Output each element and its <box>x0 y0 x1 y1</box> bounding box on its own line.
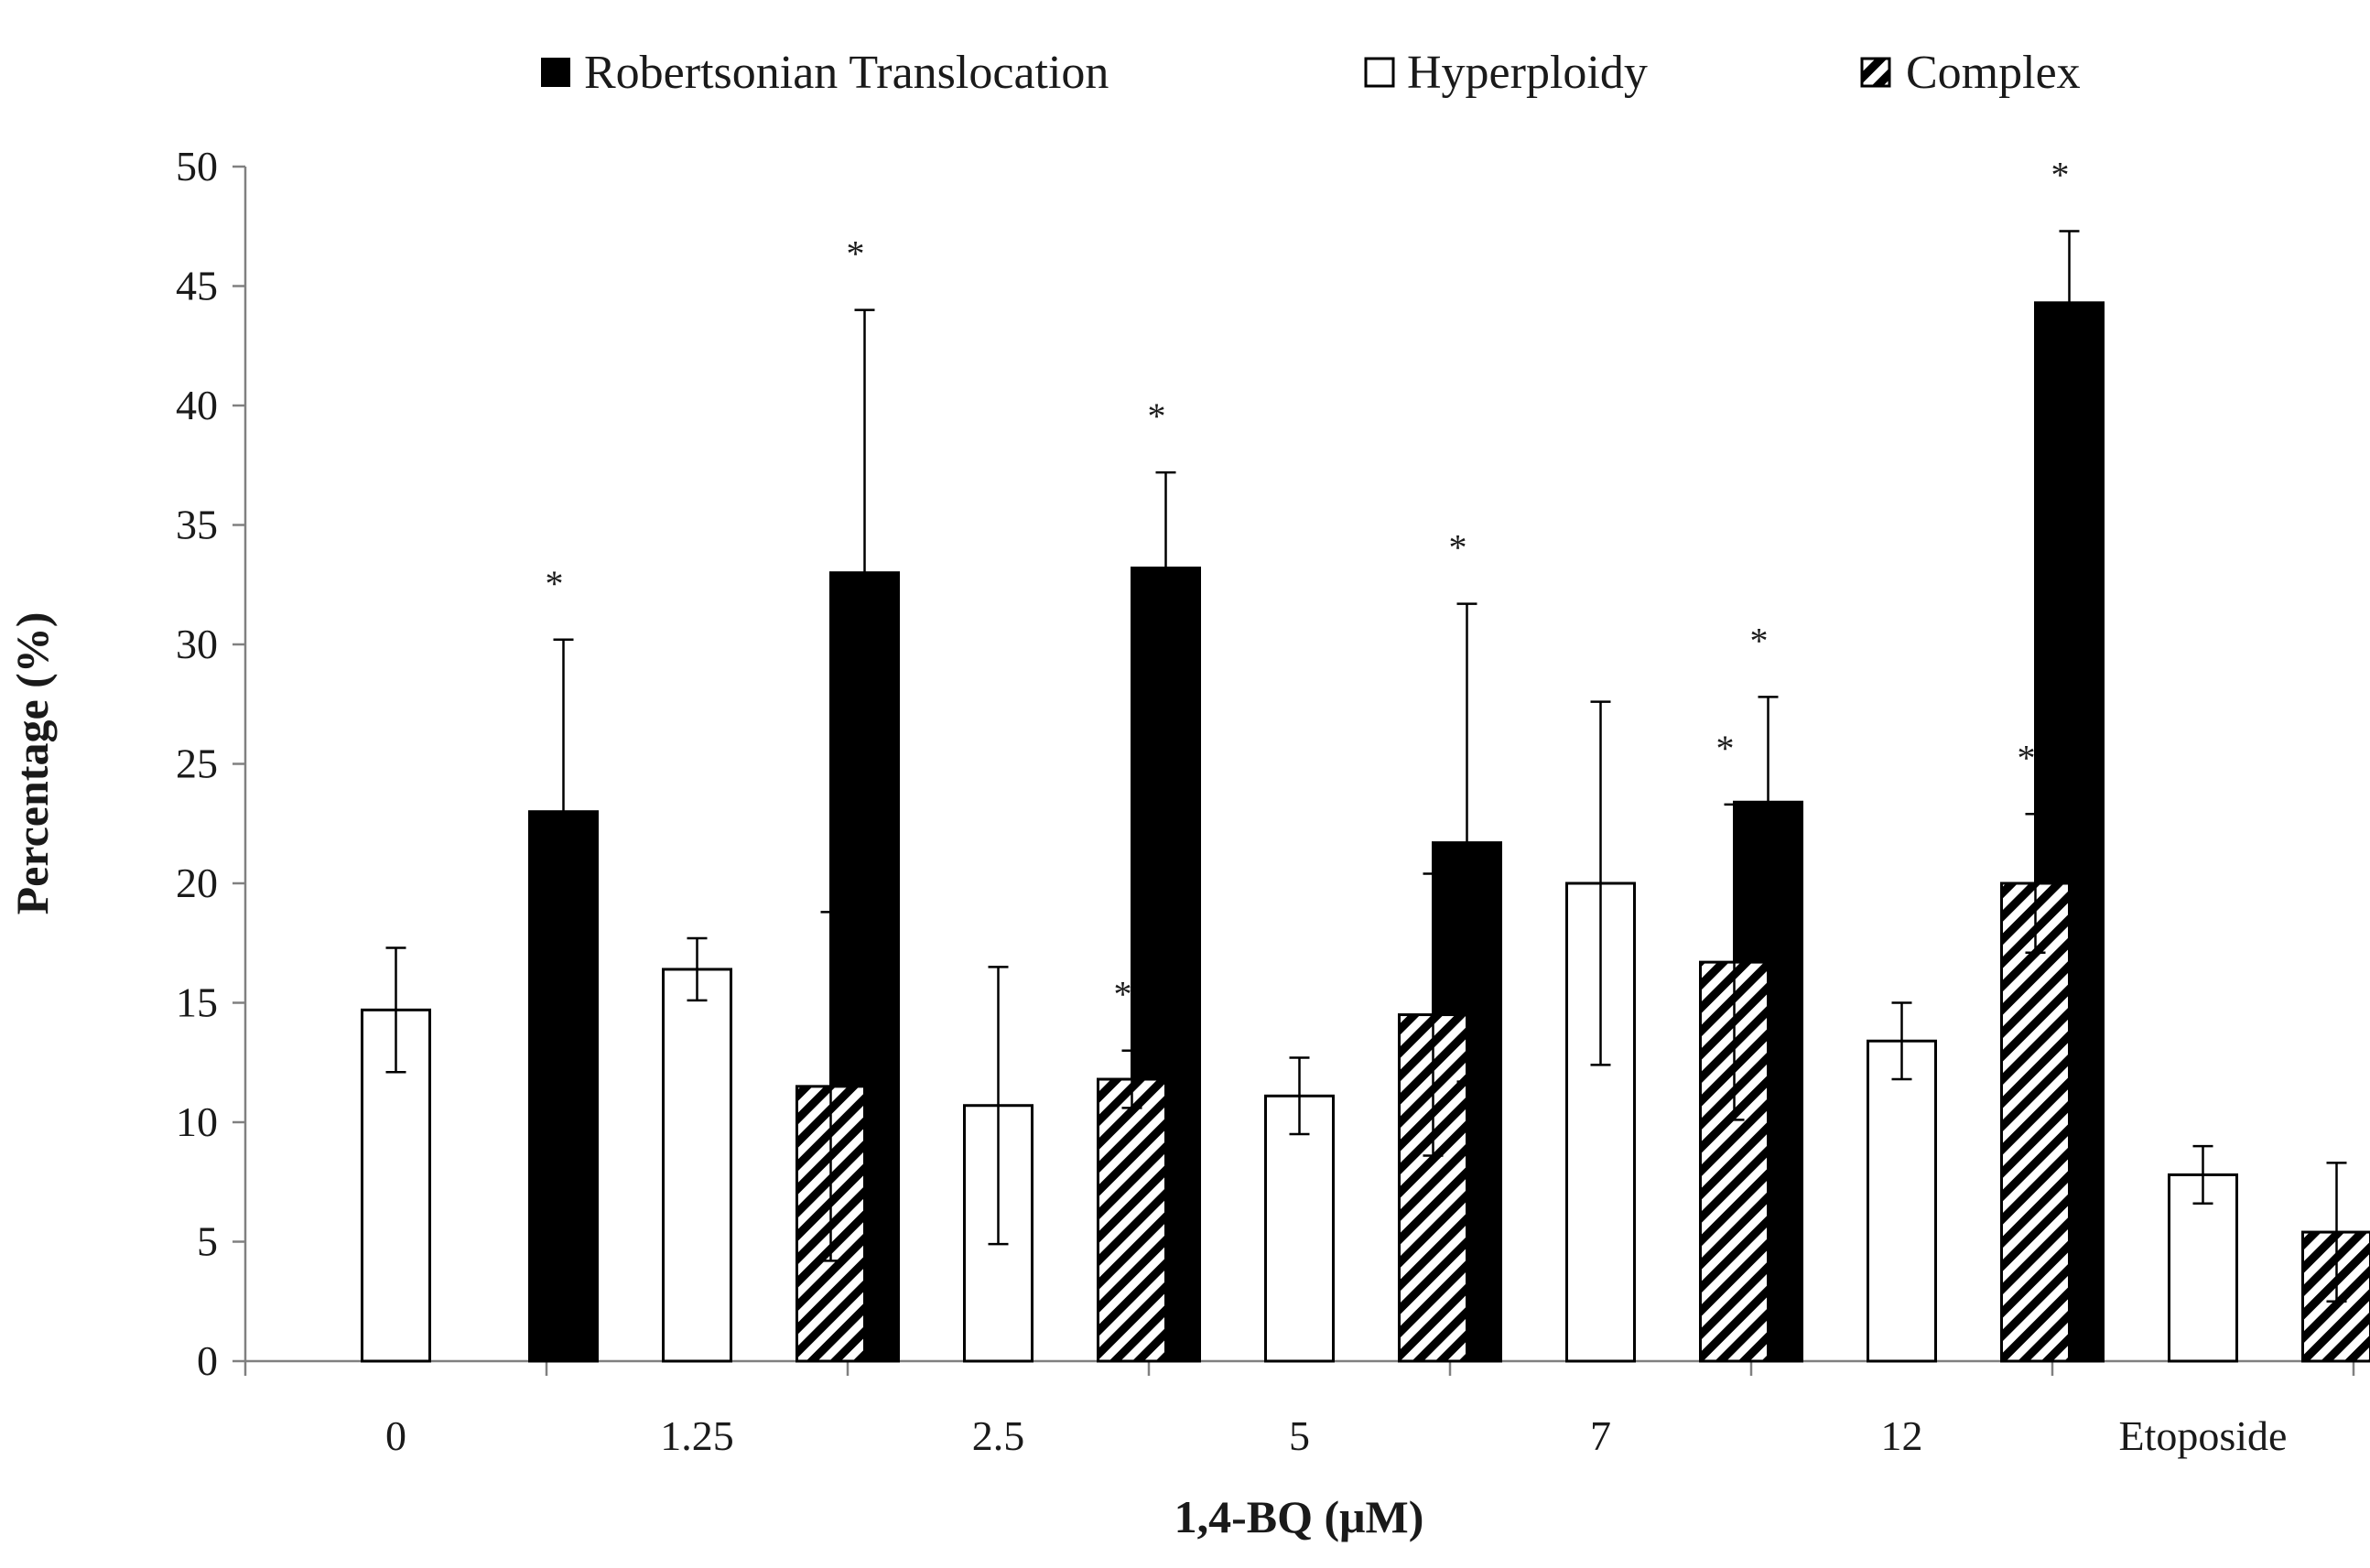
legend-swatch-hyperploidy <box>1364 57 1395 88</box>
significance-star: * <box>1716 728 1735 769</box>
significance-star: * <box>847 233 865 275</box>
bar-hyperploidy <box>2168 1173 2238 1363</box>
y-tick-label: 35 <box>176 502 218 548</box>
x-tick-label: 1.25 <box>660 1412 734 1459</box>
y-tick-label: 30 <box>176 621 218 667</box>
bar-hyperploidy <box>1867 1039 1937 1363</box>
significance-star: * <box>1148 395 1166 437</box>
y-axis-ticks: 0 5 10 15 20 25 30 35 40 45 50 <box>176 143 245 1384</box>
y-tick-label: 0 <box>197 1337 218 1384</box>
bar-complex <box>2000 881 2071 1363</box>
x-axis-ticks: 0 1.25 2.5 5 7 12 Etoposide <box>243 1361 2355 1459</box>
y-tick-label: 15 <box>176 979 218 1026</box>
x-axis-title: 1,4-BQ (μM) <box>1174 1491 1424 1542</box>
legend-label-hyperploidy: Hyperploidy <box>1407 47 1648 99</box>
y-tick-label: 40 <box>176 382 218 428</box>
y-tick-label: 5 <box>197 1218 218 1265</box>
x-tick-label: 2.5 <box>972 1412 1025 1459</box>
significance-star: * <box>1449 527 1467 568</box>
significance-star: * <box>546 563 564 604</box>
y-tick-label: 25 <box>176 741 218 787</box>
y-tick-label: 20 <box>176 860 218 906</box>
y-tick-label: 10 <box>176 1098 218 1145</box>
x-tick-label: 0 <box>385 1412 406 1459</box>
bar-hyperploidy <box>662 968 732 1363</box>
x-tick-label: 7 <box>1590 1412 1611 1459</box>
bar-complex <box>1097 1077 1167 1363</box>
error-bars <box>385 230 2347 1303</box>
significance-star: * <box>1114 974 1132 1015</box>
legend-swatch-robertsonian <box>541 58 570 87</box>
legend-swatch-complex <box>1860 57 1891 88</box>
bar-hyperploidy <box>1264 1094 1335 1363</box>
significance-star: * <box>2018 737 2036 778</box>
x-tick-label: 12 <box>1881 1412 1923 1459</box>
x-tick-label: Etoposide <box>2119 1412 2288 1459</box>
x-tick-label: 5 <box>1289 1412 1310 1459</box>
significance-markers: * * * * * * * * * <box>546 154 2070 1014</box>
bar-series <box>361 301 2370 1363</box>
significance-star: * <box>1750 620 1769 661</box>
significance-star: * <box>2051 154 2070 195</box>
y-tick-label: 45 <box>176 263 218 309</box>
y-axis-title: Percentage (%) <box>6 612 58 915</box>
legend-label-robertsonian: Robertsonian Translocation <box>584 47 1109 99</box>
legend: Robertsonian Translocation Hyperploidy C… <box>541 47 2081 99</box>
y-tick-label: 50 <box>176 143 218 189</box>
legend-label-complex: Complex <box>1906 47 2081 99</box>
